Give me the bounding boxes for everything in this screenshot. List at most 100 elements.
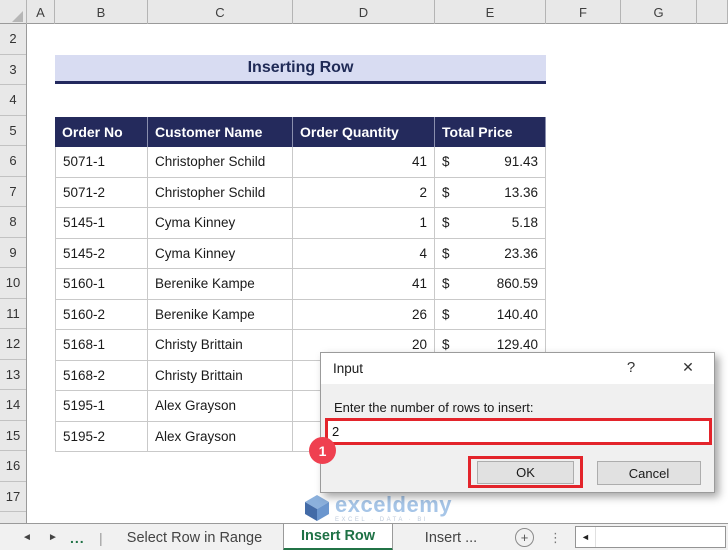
cell-total-price[interactable]: $13.36 [435,177,546,208]
cell-order-no[interactable]: 5195-1 [55,391,148,422]
new-sheet-button[interactable]: + [515,528,534,547]
cell-order-quantity[interactable]: 2 [293,177,435,208]
input-dialog: Input ? ✕ Enter the number of rows to in… [320,352,715,493]
cell-order-quantity[interactable]: 41 [293,147,435,178]
tab-options-icon[interactable]: ⋮ [549,529,562,545]
cell-order-quantity[interactable]: 41 [293,269,435,300]
cell-order-quantity[interactable]: 4 [293,238,435,269]
cell-order-no[interactable]: 5145-1 [55,208,148,239]
cell-customer-name[interactable]: Cyma Kinney [148,208,293,239]
sheet-tab-insert-[interactable]: Insert ... [424,529,478,546]
tab-separator: | [99,529,103,546]
cell-order-no[interactable]: 5145-2 [55,238,148,269]
sheet-nav-right-icon[interactable]: ► [48,532,58,543]
rows-input-annotation-box [325,418,712,445]
sheet-tab-insert-row[interactable]: Insert Row [283,524,393,550]
horizontal-scrollbar[interactable]: ◄ [575,526,726,548]
row-header[interactable]: 7 [0,177,26,207]
sheet-tab-overflow[interactable]: ... [70,529,85,546]
cell-customer-name[interactable]: Cyma Kinney [148,238,293,269]
rows-count-input[interactable] [328,421,709,442]
column-header[interactable]: C [148,0,293,24]
ok-button[interactable]: OK [477,460,574,484]
cell-total-price[interactable]: $860.59 [435,269,546,300]
cell-order-no[interactable]: 5168-2 [55,360,148,391]
row-header[interactable]: 5 [0,116,26,146]
table-header-cell: Total Price [435,117,546,147]
price-value: 23.36 [504,245,538,261]
cell-order-no[interactable]: 5168-1 [55,330,148,361]
row-header[interactable]: 2 [0,24,26,55]
cell-order-no[interactable]: 5160-2 [55,299,148,330]
price-value: 129.40 [496,337,538,353]
cancel-button[interactable]: Cancel [597,461,701,485]
price-value: 5.18 [511,215,538,231]
row-header[interactable]: 15 [0,421,26,451]
table-header-cell: Order Quantity [293,117,435,147]
row-header[interactable]: 16 [0,451,26,482]
row-header[interactable]: 3 [0,55,26,85]
row-header-column[interactable]: 2 3 4 5 6 7 8 9 10 11 12 13 14 15 16 17 [0,24,27,523]
row-header[interactable]: 8 [0,207,26,238]
cell-customer-name[interactable]: Christy Brittain [148,360,293,391]
currency-symbol: $ [442,306,450,322]
currency-symbol: $ [442,276,450,292]
sheet-nav-left-icon[interactable]: ◄ [22,532,32,543]
table-header-cell: Order No [55,117,148,147]
price-value: 13.36 [504,184,538,200]
cell-total-price[interactable]: $5.18 [435,208,546,239]
column-header[interactable]: D [293,0,435,24]
select-all-triangle-icon [12,11,23,22]
cell-total-price[interactable]: $140.40 [435,299,546,330]
cell-customer-name[interactable]: Christopher Schild [148,147,293,178]
row-header[interactable]: 14 [0,390,26,421]
cell-customer-name[interactable]: Christy Brittain [148,330,293,361]
row-header[interactable]: 12 [0,329,26,360]
cell-order-quantity[interactable]: 26 [293,299,435,330]
dialog-titlebar[interactable]: Input ? ✕ [321,353,714,384]
sheet-tab-select-row-in-range[interactable]: Select Row in Range [126,529,263,546]
price-value: 860.59 [496,276,538,292]
row-header[interactable]: 4 [0,85,26,116]
row-header[interactable]: 9 [0,238,26,268]
currency-symbol: $ [442,337,450,353]
column-header[interactable]: E [435,0,546,24]
cell-order-no[interactable]: 5160-1 [55,269,148,300]
row-header[interactable]: 11 [0,299,26,329]
cell-order-no[interactable]: 5071-1 [55,147,148,178]
cell-customer-name[interactable]: Christopher Schild [148,177,293,208]
price-value: 140.40 [496,306,538,322]
sheet-tab-bar: ◄ ► ... | Select Row in Range Insert Row I… [0,523,728,550]
currency-symbol: $ [442,154,450,170]
select-all-corner[interactable] [0,0,27,24]
column-header[interactable]: A [27,0,55,24]
column-header[interactable] [697,0,728,24]
sheet-area[interactable]: Inserting Row Order No Customer Name Order… [28,25,728,523]
cell-order-no[interactable]: 5071-2 [55,177,148,208]
currency-symbol: $ [442,184,450,200]
column-header[interactable]: F [546,0,621,24]
row-header[interactable]: 6 [0,146,26,177]
worksheet-title: Inserting Row [55,55,546,84]
column-header[interactable]: G [621,0,697,24]
ok-button-annotation-box: OK [468,456,583,488]
scroll-left-icon[interactable]: ◄ [576,527,596,547]
row-header[interactable]: 17 [0,482,26,512]
dialog-title: Input [333,361,364,376]
cell-customer-name[interactable]: Berenike Kampe [148,269,293,300]
row-header[interactable]: 10 [0,268,26,299]
cell-customer-name[interactable]: Alex Grayson [148,391,293,422]
row-header[interactable]: 13 [0,360,26,390]
table-header-cell: Customer Name [148,117,293,147]
dialog-help-icon[interactable]: ? [626,359,636,376]
cell-customer-name[interactable]: Berenike Kampe [148,299,293,330]
cell-total-price[interactable]: $23.36 [435,238,546,269]
cell-total-price[interactable]: $91.43 [435,147,546,178]
cell-customer-name[interactable]: Alex Grayson [148,421,293,452]
cell-order-no[interactable]: 5195-2 [55,421,148,452]
cell-order-quantity[interactable]: 1 [293,208,435,239]
column-header[interactable]: B [55,0,148,24]
dialog-close-icon[interactable]: ✕ [682,359,694,375]
